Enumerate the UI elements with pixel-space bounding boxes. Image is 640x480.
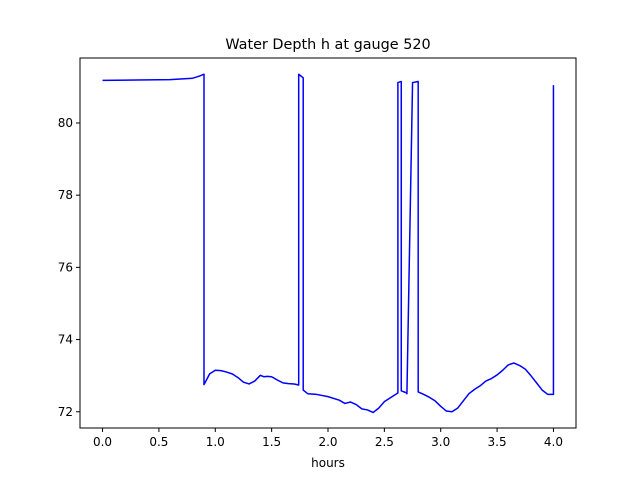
x-tick-label: 2.0 <box>318 435 337 449</box>
x-tick-label: 4.0 <box>544 435 563 449</box>
x-tick-label: 0.0 <box>93 435 112 449</box>
x-tick-label: 3.0 <box>431 435 450 449</box>
x-tick-label: 2.5 <box>375 435 394 449</box>
x-tick-label: 3.5 <box>488 435 507 449</box>
y-tick-label: 74 <box>58 333 73 347</box>
chart-title: Water Depth h at gauge 520 <box>225 37 430 53</box>
y-tick-label: 80 <box>58 116 73 130</box>
x-tick-label: 0.5 <box>149 435 168 449</box>
x-axis: 0.0 0.5 1.0 1.5 2.0 2.5 3.0 3.5 4.0 <box>93 428 563 449</box>
series-layer <box>102 73 555 414</box>
series-line <box>102 73 555 414</box>
x-tick-label: 1.0 <box>206 435 225 449</box>
x-tick-label: 1.5 <box>262 435 281 449</box>
y-axis: 72 74 76 78 80 <box>58 116 80 419</box>
y-tick-label: 72 <box>58 405 73 419</box>
x-axis-label: hours <box>311 456 345 470</box>
y-tick-label: 76 <box>58 260 73 274</box>
y-tick-label: 78 <box>58 188 73 202</box>
